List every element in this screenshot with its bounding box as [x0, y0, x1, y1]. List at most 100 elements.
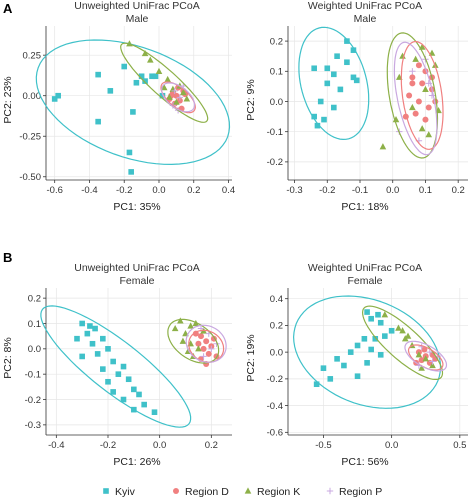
- point-kyiv: [317, 98, 324, 105]
- ellipse-region-p: [161, 82, 196, 113]
- point-kyiv: [92, 325, 98, 332]
- chart-subtitle: Male: [354, 13, 377, 25]
- y-tick-label: -0.2: [267, 374, 283, 385]
- ellipse-kyiv: [292, 295, 442, 409]
- plot-area: [288, 288, 468, 435]
- legend-item-region-p: Region P: [326, 486, 382, 498]
- point-region-d: [176, 97, 183, 104]
- point-region-d: [418, 357, 425, 364]
- y-axis-label: PC2: 8%: [2, 337, 14, 378]
- point-region-k: [401, 335, 409, 342]
- point-region-p: [426, 348, 434, 356]
- x-tick-label: 0.0: [386, 185, 399, 196]
- x-tick-label: -0.3: [286, 185, 302, 196]
- point-region-k: [399, 327, 406, 334]
- point-kyiv: [130, 109, 136, 115]
- point-kyiv: [159, 92, 166, 99]
- point-kyiv: [324, 80, 331, 87]
- point-kyiv: [320, 365, 327, 371]
- point-region-d: [425, 104, 432, 111]
- point-region-k: [187, 322, 194, 329]
- y-tick-label: 0.00: [23, 91, 42, 102]
- y-tick-label: 0.1: [28, 319, 41, 330]
- legend-label: Kyiv: [115, 486, 136, 498]
- chart-title: Weighted UniFrac PCoA: [308, 262, 422, 274]
- point-region-d: [198, 333, 204, 340]
- x-tick-label: 0.2: [452, 185, 465, 196]
- point-region-k: [429, 361, 436, 369]
- point-kyiv: [95, 71, 101, 78]
- panel-label-b: B: [3, 250, 12, 265]
- legend: Kyiv Region D Region K Region P: [103, 486, 382, 498]
- region-p-legend-marker: [326, 487, 334, 495]
- x-tick-label: 0.5: [453, 440, 466, 451]
- point-kyiv: [368, 346, 374, 353]
- point-kyiv: [87, 323, 93, 329]
- y-tick-label: -0.1: [25, 369, 41, 380]
- point-kyiv: [382, 333, 388, 339]
- x-tick-label: 0.0: [152, 185, 165, 196]
- point-region-d: [419, 80, 426, 87]
- point-region-k: [160, 84, 168, 91]
- point-kyiv: [120, 363, 127, 370]
- point-kyiv: [331, 71, 337, 78]
- region-d-legend-marker: [173, 488, 179, 494]
- x-tick-label: 0.0: [153, 440, 166, 451]
- ellipse-kyiv: [35, 39, 231, 166]
- x-axis-label: PC1: 35%: [113, 201, 160, 213]
- y-tick-label: -0.25: [19, 132, 41, 143]
- ellipse-region-p: [393, 41, 438, 156]
- point-region-k: [177, 317, 184, 324]
- point-kyiv: [327, 376, 334, 382]
- point-region-k: [422, 355, 430, 362]
- point-region-d: [409, 74, 416, 81]
- point-kyiv: [100, 366, 106, 372]
- point-region-d: [421, 346, 428, 353]
- point-region-p: [429, 358, 436, 365]
- y-axis-label: PC2: 23%: [2, 76, 14, 123]
- point-kyiv: [388, 327, 395, 334]
- chart-subtitle: Female: [347, 275, 382, 287]
- y-tick-label: 0.0: [28, 344, 41, 355]
- point-region-k: [418, 364, 425, 371]
- point-region-d: [406, 92, 413, 99]
- ellipse-kyiv: [40, 305, 192, 428]
- point-kyiv: [311, 113, 317, 120]
- point-region-p: [409, 68, 416, 75]
- x-axis-label: PC1: 18%: [341, 201, 388, 213]
- point-region-k: [180, 88, 187, 96]
- point-kyiv: [151, 409, 158, 415]
- point-kyiv: [84, 330, 91, 337]
- point-region-k: [183, 95, 191, 102]
- y-tick-label: 0.2: [270, 36, 283, 47]
- point-region-d: [415, 62, 422, 69]
- point-kyiv: [89, 340, 96, 347]
- point-kyiv: [79, 320, 85, 327]
- point-kyiv: [321, 116, 327, 123]
- point-region-k: [381, 311, 389, 318]
- point-kyiv: [341, 362, 347, 369]
- point-kyiv: [331, 104, 337, 111]
- point-kyiv: [94, 351, 101, 357]
- y-tick-label: -0.50: [19, 172, 41, 183]
- point-kyiv: [344, 59, 350, 66]
- point-kyiv: [368, 315, 374, 322]
- x-tick-label: 0.4: [222, 185, 235, 196]
- point-kyiv: [74, 335, 80, 342]
- point-region-d: [203, 338, 210, 345]
- region-k-legend-marker: [244, 487, 252, 494]
- chart-title: Unweighted UniFrac PCoA: [74, 262, 199, 274]
- point-region-k: [395, 324, 402, 331]
- chart-title: Unweighted UniFrac PCoA: [74, 0, 199, 12]
- point-kyiv: [138, 73, 145, 80]
- point-region-d: [422, 116, 429, 123]
- point-kyiv: [110, 358, 116, 365]
- point-region-k: [422, 85, 429, 93]
- chart-female-unweighted: Unweighted UniFrac PCoA Female PC1: 26% …: [2, 262, 232, 468]
- panel-label-a: A: [3, 1, 13, 16]
- point-kyiv: [344, 38, 350, 44]
- point-region-p: [428, 92, 436, 99]
- y-tick-label: 0.0: [270, 347, 283, 358]
- x-tick-label: 0.0: [385, 440, 398, 451]
- point-kyiv: [100, 335, 106, 342]
